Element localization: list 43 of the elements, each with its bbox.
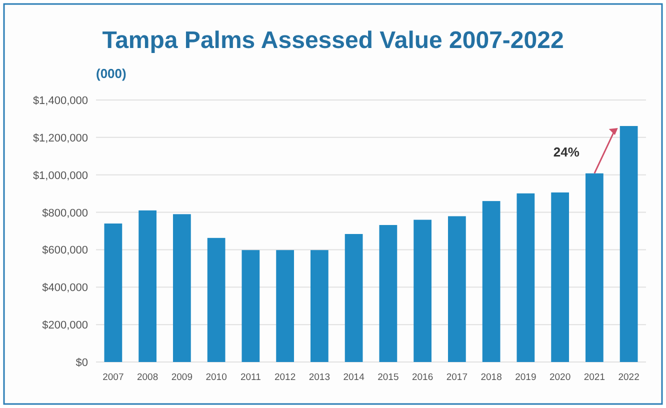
x-tick-label: 2010: [206, 372, 227, 383]
bar: [586, 173, 604, 362]
x-tick-label: 2018: [480, 372, 502, 383]
chart-subtitle: (000): [96, 66, 126, 81]
bar: [310, 250, 328, 362]
x-tick-label: 2014: [343, 372, 364, 383]
y-tick-label: $1,400,000: [32, 95, 88, 107]
bar: [104, 224, 122, 362]
bar: [173, 214, 191, 362]
y-tick-label: $600,000: [42, 244, 88, 257]
x-tick-label: 2016: [412, 372, 434, 383]
y-tick-label: $200,000: [42, 320, 88, 332]
x-tick-label: 2021: [584, 372, 606, 383]
x-tick-label: 2013: [308, 372, 330, 383]
y-tick-label: $0: [76, 357, 88, 369]
x-tick-label: 2020: [549, 372, 571, 383]
y-tick-label: $1,200,000: [32, 132, 88, 144]
bar: [551, 192, 569, 362]
bar: [448, 216, 466, 362]
x-tick-label: 2017: [446, 372, 468, 383]
bar: [379, 225, 398, 362]
x-tick-label: 2022: [618, 372, 640, 383]
x-tick-label: 2019: [515, 372, 536, 383]
bar: [482, 201, 500, 362]
bar: [516, 193, 535, 362]
bar: [242, 250, 260, 362]
x-tick-label: 2007: [102, 372, 124, 383]
y-tick-label: $400,000: [42, 282, 88, 294]
x-tick-label: 2008: [136, 372, 158, 383]
x-tick-label: 2011: [240, 372, 261, 383]
bar: [414, 220, 432, 362]
annotation: 24%: [553, 144, 580, 160]
bar: [344, 234, 363, 362]
bar: [276, 250, 294, 362]
x-tick-label: 2015: [378, 372, 399, 383]
y-tick-label: $1,000,000: [32, 170, 88, 182]
x-tick-label: 2009: [171, 372, 193, 383]
x-tick-label: 2012: [274, 372, 296, 383]
y-tick-label: $800,000: [42, 207, 88, 220]
bar: [138, 210, 156, 362]
bar: [620, 126, 638, 362]
bar: [207, 238, 226, 362]
chart-title: Tampa Palms Assessed Value 2007-2022: [102, 27, 564, 54]
